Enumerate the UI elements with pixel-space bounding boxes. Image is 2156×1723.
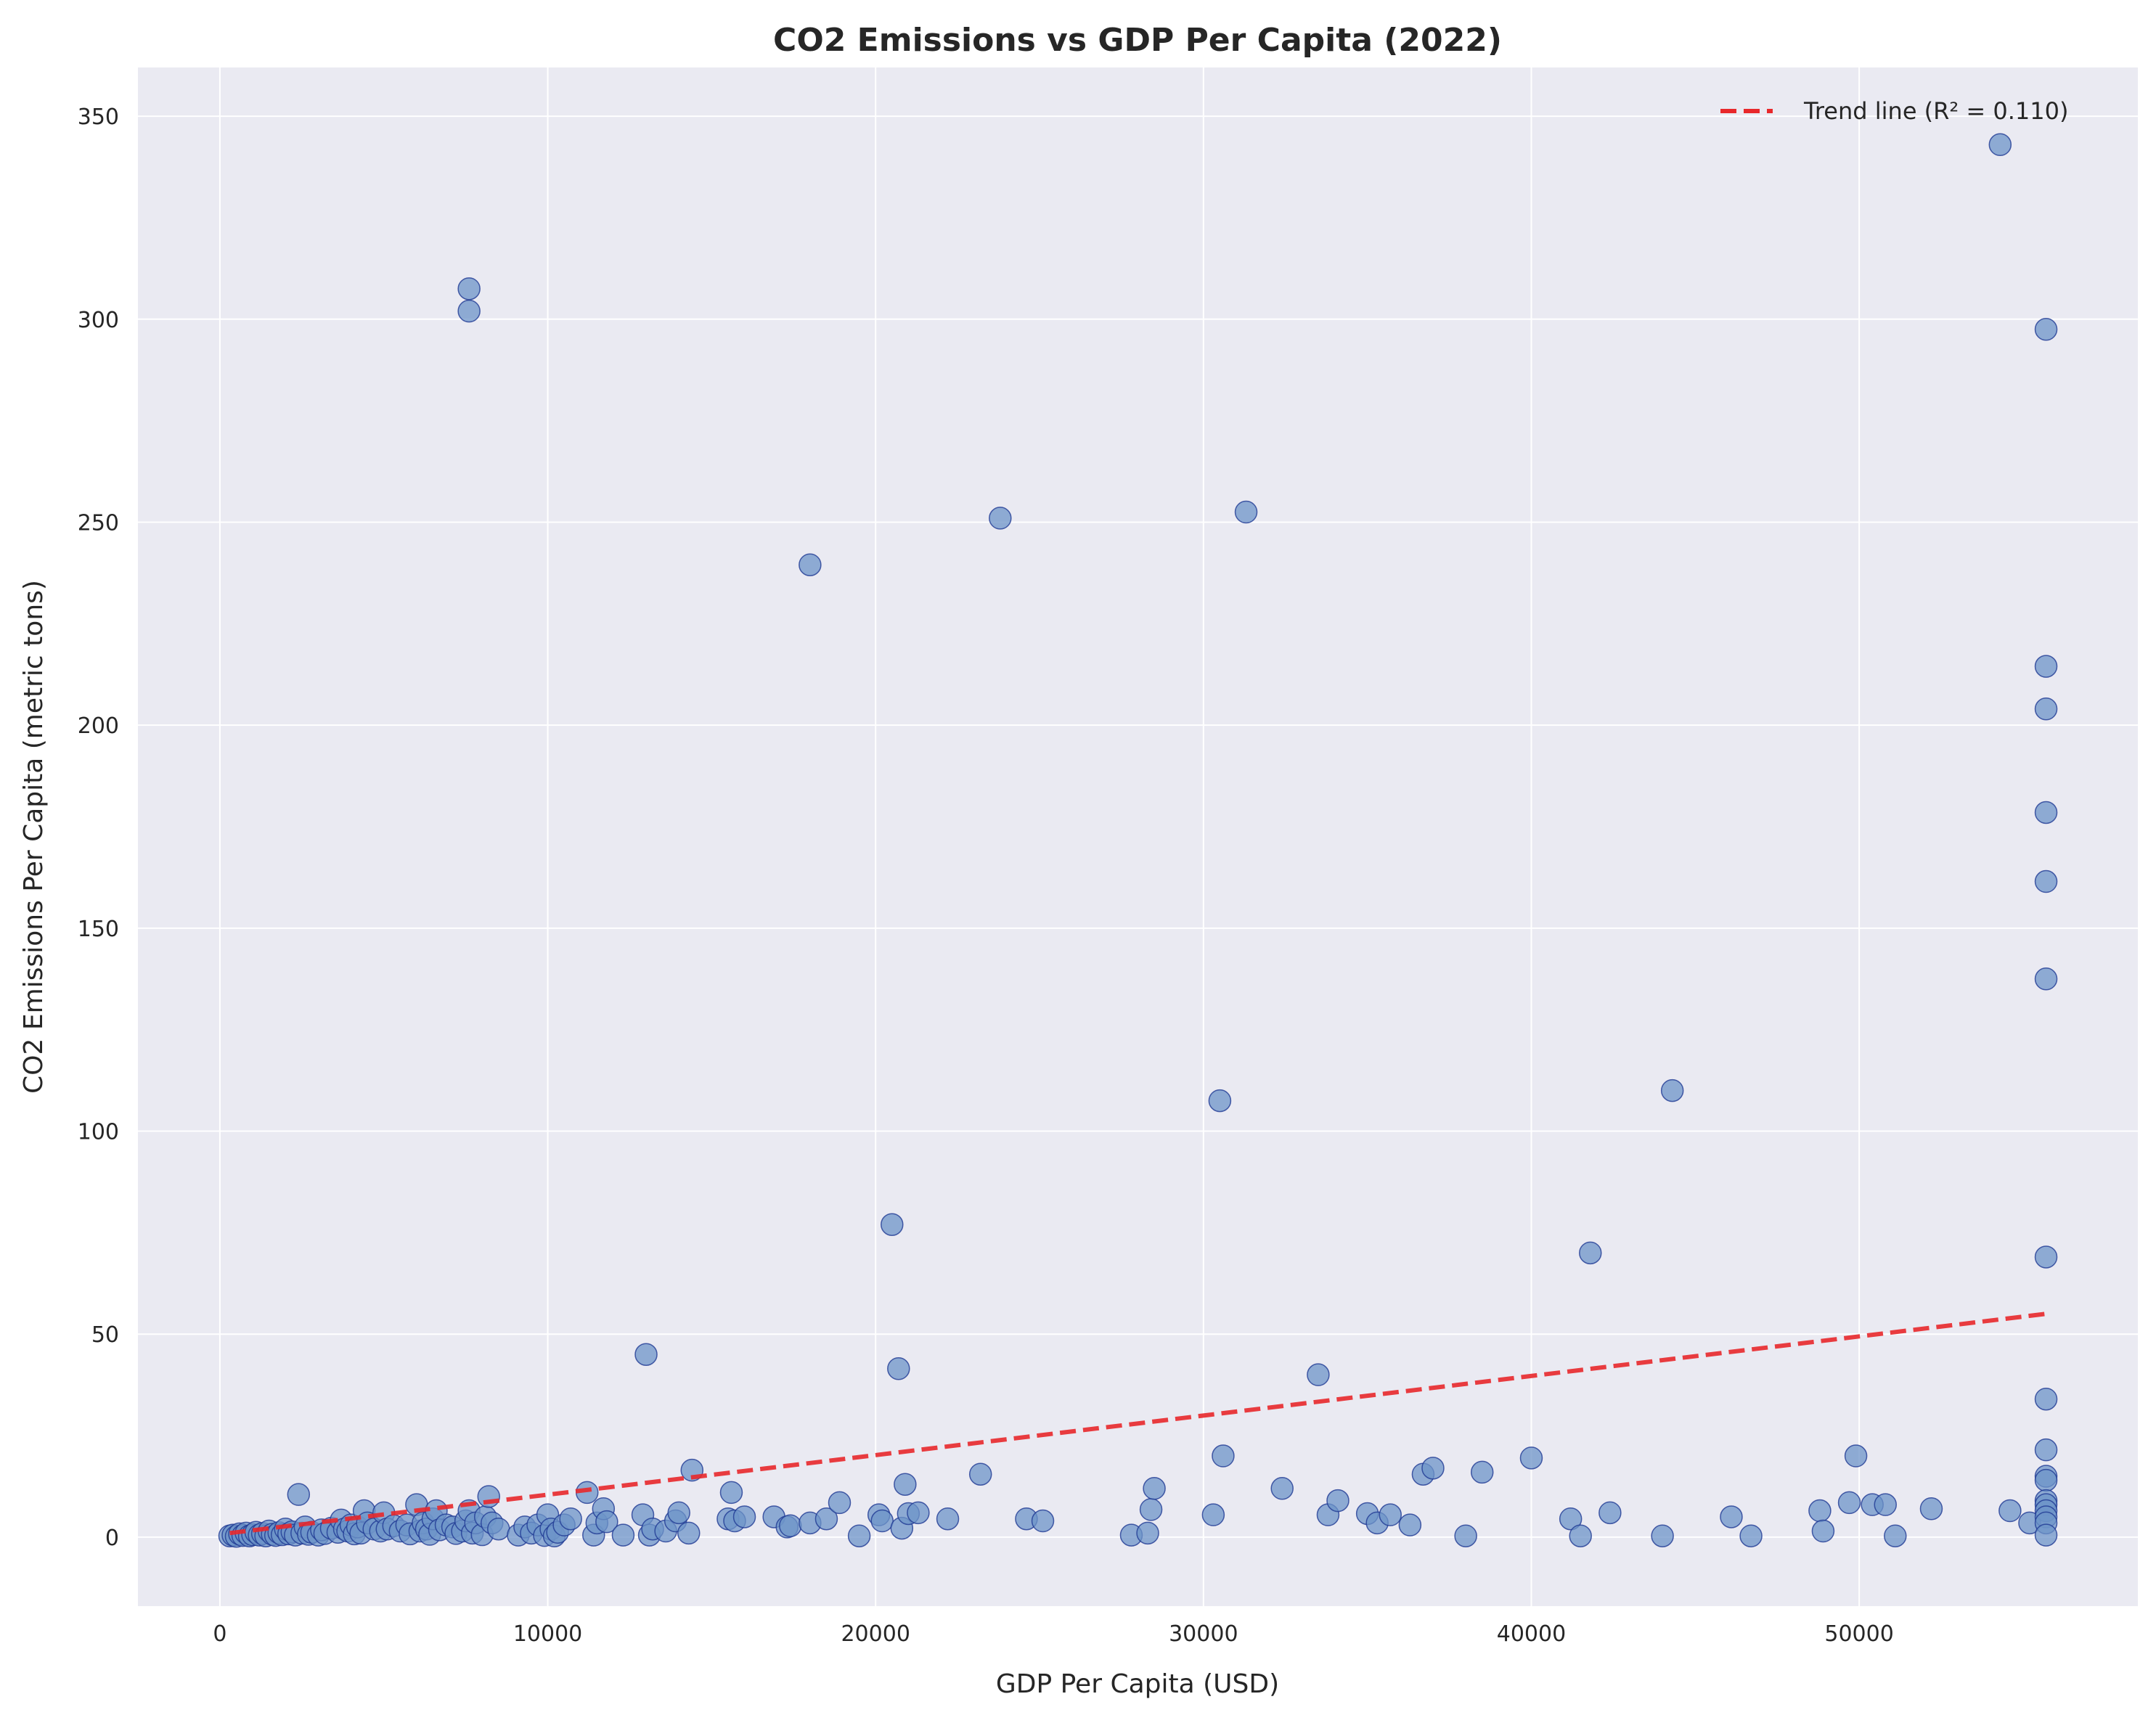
data-point	[1598, 1501, 1622, 1525]
data-point	[1808, 1499, 1832, 1523]
data-point	[2034, 1438, 2058, 1462]
data-point	[1884, 1524, 1907, 1547]
y-tick-label: 350	[78, 105, 119, 130]
data-point	[2034, 1468, 2058, 1492]
data-point	[1988, 133, 2012, 157]
data-point	[457, 277, 481, 300]
data-point	[611, 1523, 635, 1547]
x-tick-label: 50000	[1824, 1621, 1893, 1647]
grid-lines	[138, 67, 2138, 1606]
x-tick-label: 20000	[841, 1621, 910, 1647]
legend: Trend line (R² = 0.110)	[1720, 97, 2068, 125]
data-point	[1031, 1509, 1055, 1533]
data-point	[1270, 1477, 1294, 1500]
data-point	[677, 1521, 701, 1545]
data-point	[1234, 500, 1258, 524]
data-point	[1739, 1524, 1763, 1547]
data-point	[477, 1485, 501, 1508]
data-point	[1844, 1444, 1868, 1468]
data-point	[1559, 1507, 1583, 1531]
data-point	[719, 1481, 743, 1505]
data-point	[2034, 1387, 2058, 1411]
data-point	[487, 1517, 510, 1541]
trend-line-layer	[229, 1311, 2046, 1536]
data-point	[2034, 801, 2058, 824]
data-point	[907, 1501, 930, 1525]
chart-title: CO2 Emissions vs GDP Per Capita (2022)	[773, 22, 1502, 59]
data-point	[870, 1509, 894, 1533]
data-point	[634, 1343, 658, 1366]
y-axis-label: CO2 Emissions Per Capita (metric tons)	[19, 580, 49, 1094]
data-point	[1379, 1503, 1402, 1526]
data-point	[1919, 1497, 1943, 1521]
y-tick-label: 100	[78, 1120, 119, 1145]
x-tick-label: 10000	[513, 1621, 582, 1647]
data-point	[1421, 1457, 1445, 1480]
data-point	[887, 1357, 910, 1380]
data-point	[1136, 1521, 1159, 1545]
data-point	[2034, 697, 2058, 721]
y-tick-label: 50	[91, 1322, 119, 1348]
data-point	[779, 1514, 802, 1537]
data-point	[799, 553, 822, 576]
legend-trend-label: Trend line (R² = 0.110)	[1803, 97, 2068, 125]
x-axis-label: GDP Per Capita (USD)	[996, 1669, 1279, 1699]
data-point	[881, 1213, 904, 1236]
data-point	[1998, 1499, 2022, 1523]
plot-area	[138, 67, 2138, 1606]
data-point	[559, 1507, 582, 1531]
data-point	[1660, 1079, 1684, 1102]
y-tick-label: 200	[78, 713, 119, 739]
data-point	[968, 1462, 992, 1486]
y-tick-label: 0	[105, 1526, 119, 1551]
x-tick-label: 30000	[1169, 1621, 1238, 1647]
trend-line	[229, 1311, 2046, 1536]
data-point	[989, 507, 1012, 530]
data-point	[667, 1501, 690, 1525]
data-point	[1201, 1503, 1225, 1526]
data-point	[595, 1510, 618, 1534]
x-tick-label: 40000	[1497, 1621, 1566, 1647]
y-tick-label: 300	[78, 308, 119, 333]
tick-labels: 0 10000 20000 30000 40000 50000 0 50 100 150 200 25…	[78, 105, 1894, 1647]
data-point	[894, 1473, 917, 1496]
data-point	[1326, 1489, 1349, 1513]
data-point	[2034, 1245, 2058, 1269]
data-point	[1143, 1477, 1166, 1500]
x-tick-label: 0	[213, 1621, 226, 1647]
data-point	[1569, 1524, 1592, 1547]
data-point	[1208, 1089, 1232, 1113]
data-point	[1519, 1446, 1543, 1470]
data-point	[814, 1507, 838, 1531]
data-point	[2034, 1523, 2058, 1547]
data-point	[1874, 1493, 1897, 1516]
data-point	[1720, 1505, 1743, 1528]
data-point	[1398, 1513, 1422, 1536]
data-point	[287, 1483, 311, 1506]
data-point	[936, 1507, 960, 1531]
data-point	[1651, 1524, 1674, 1547]
data-point	[1307, 1363, 1330, 1386]
y-tick-label: 150	[78, 917, 119, 942]
data-point	[828, 1491, 852, 1515]
data-point	[847, 1524, 871, 1547]
data-point	[1579, 1241, 1602, 1265]
data-point	[1454, 1524, 1477, 1547]
data-point	[2034, 869, 2058, 893]
data-point	[2034, 318, 2058, 341]
data-point	[2034, 655, 2058, 678]
data-point	[1139, 1498, 1163, 1521]
data-point	[1811, 1519, 1835, 1543]
data-point	[2034, 967, 2058, 991]
data-point	[1212, 1444, 1235, 1468]
y-tick-label: 250	[78, 510, 119, 536]
data-point	[1837, 1491, 1861, 1515]
data-point	[457, 299, 481, 323]
data-point	[1470, 1460, 1494, 1484]
data-point	[732, 1505, 756, 1528]
